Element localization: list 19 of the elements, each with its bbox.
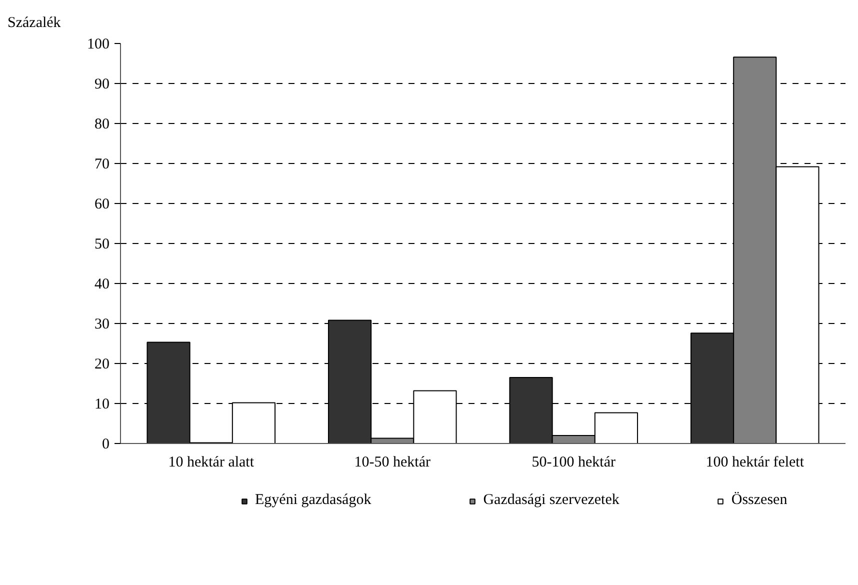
y-tick-label: 0	[102, 436, 110, 452]
y-tick-label: 80	[94, 116, 110, 132]
y-tick-label: 10	[94, 396, 110, 412]
y-tick-label: 70	[94, 156, 110, 172]
legend-label: Egyéni gazdaságok	[255, 492, 372, 509]
legend-label: Gazdasági szervezetek	[483, 492, 620, 509]
y-tick-label: 100	[87, 36, 110, 52]
y-tick-label: 90	[94, 76, 110, 92]
y-axis-title: Százalék	[8, 15, 62, 31]
x-tick-label: 10 hektár alatt	[168, 454, 255, 470]
y-tick-label: 20	[94, 356, 110, 372]
y-tick-label: 50	[94, 236, 110, 252]
y-tick-label: 40	[94, 276, 110, 292]
x-tick-label: 100 hektár felett	[706, 454, 805, 470]
legend-label: Összesen	[731, 492, 788, 509]
y-tick-label: 60	[94, 196, 110, 212]
y-tick-label: 30	[94, 316, 110, 332]
x-tick-label: 50-100 hektár	[532, 454, 616, 470]
x-tick-label: 10-50 hektár	[354, 454, 430, 470]
